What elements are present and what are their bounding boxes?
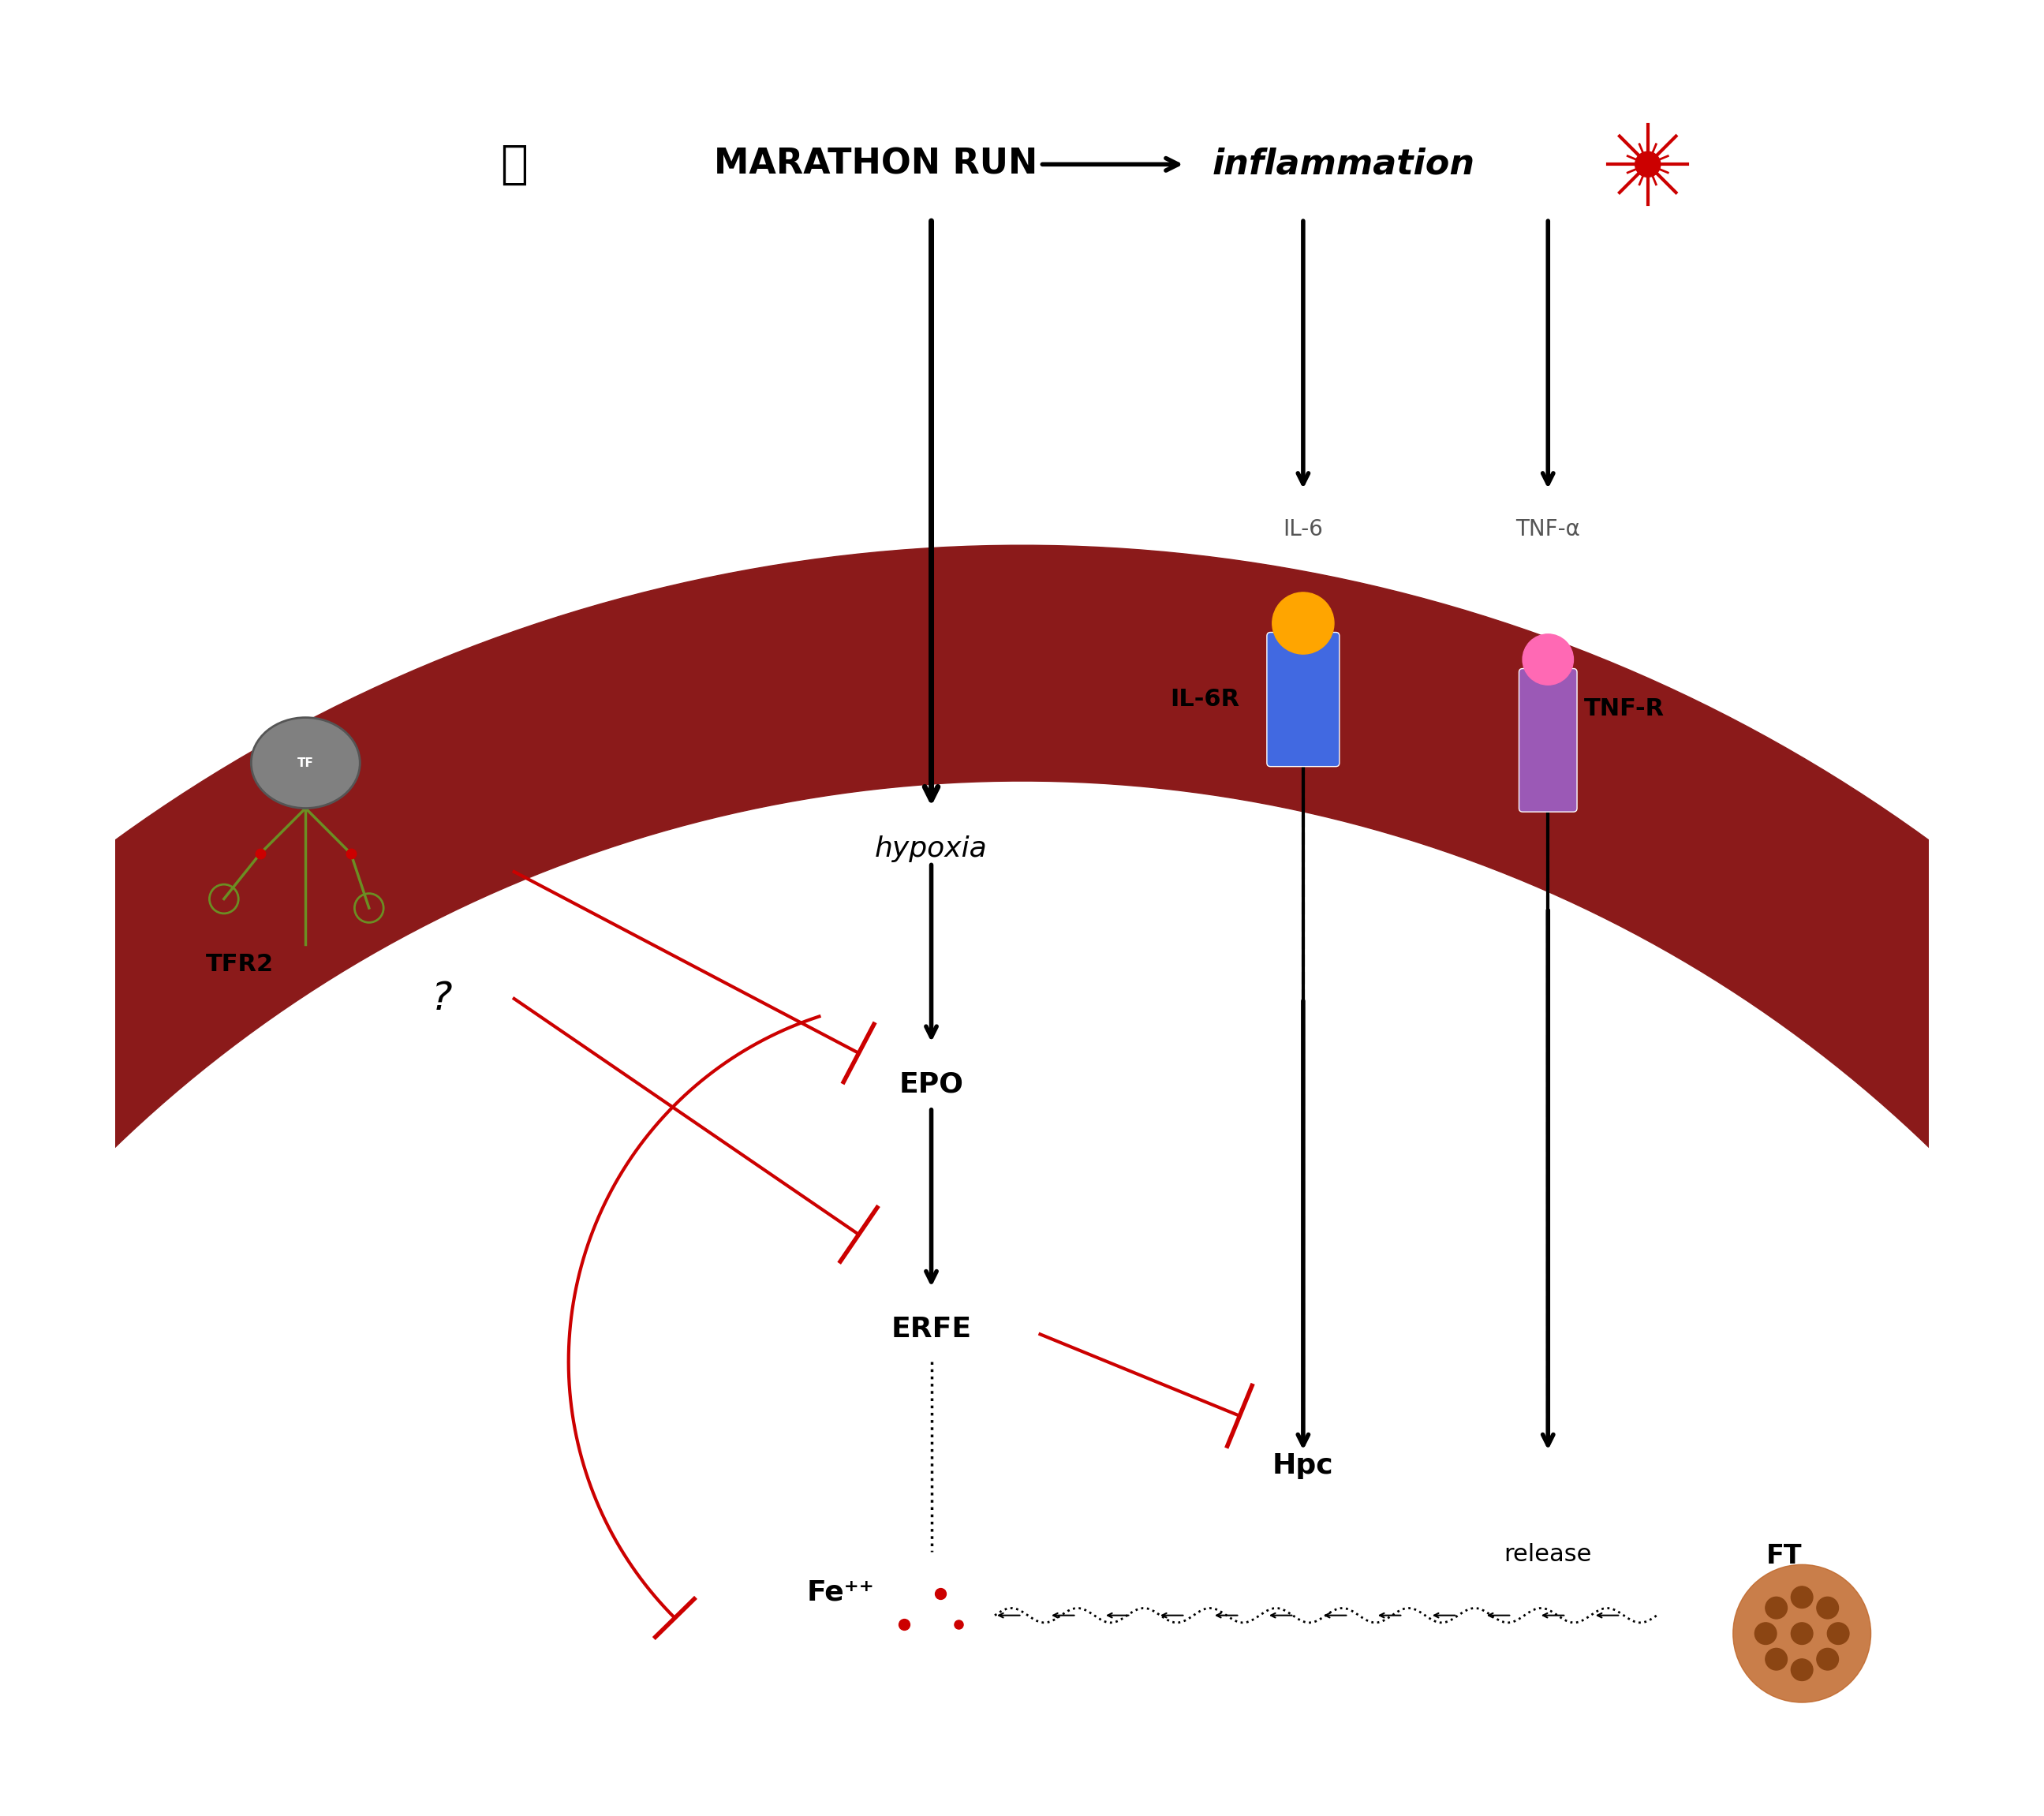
Text: FT: FT <box>1766 1544 1801 1569</box>
Circle shape <box>1791 1624 1813 1645</box>
Text: IL-6: IL-6 <box>1284 518 1322 539</box>
Text: TNF-α: TNF-α <box>1517 518 1580 539</box>
Text: EPO: EPO <box>899 1071 963 1099</box>
Circle shape <box>1635 153 1660 176</box>
Circle shape <box>1817 1649 1838 1671</box>
Text: TF: TF <box>296 757 315 768</box>
Text: ?: ? <box>431 981 452 1017</box>
FancyBboxPatch shape <box>1519 668 1578 812</box>
Circle shape <box>1271 592 1335 654</box>
Text: IL-6R: IL-6R <box>1169 688 1239 710</box>
Circle shape <box>1766 1649 1786 1671</box>
Text: TFR2: TFR2 <box>206 953 274 977</box>
Text: MARATHON RUN: MARATHON RUN <box>713 147 1036 182</box>
Circle shape <box>1817 1596 1838 1618</box>
Text: ERFE: ERFE <box>891 1317 971 1342</box>
PathPatch shape <box>0 545 2044 1816</box>
Ellipse shape <box>251 717 360 808</box>
Circle shape <box>1766 1596 1786 1618</box>
Text: Fe⁺⁺: Fe⁺⁺ <box>807 1580 875 1605</box>
Text: inflammation: inflammation <box>1212 147 1476 182</box>
Circle shape <box>1791 1660 1813 1680</box>
Text: release: release <box>1504 1544 1592 1565</box>
Text: hypoxia: hypoxia <box>875 835 987 863</box>
Text: TNF-R: TNF-R <box>1584 697 1666 719</box>
Circle shape <box>1756 1624 1776 1645</box>
Text: 🏃: 🏃 <box>501 142 527 187</box>
Circle shape <box>1733 1565 1870 1702</box>
Circle shape <box>1827 1624 1850 1645</box>
Text: Hpc: Hpc <box>1273 1453 1335 1478</box>
Circle shape <box>1523 634 1574 685</box>
FancyBboxPatch shape <box>1267 632 1339 766</box>
Circle shape <box>1791 1587 1813 1609</box>
